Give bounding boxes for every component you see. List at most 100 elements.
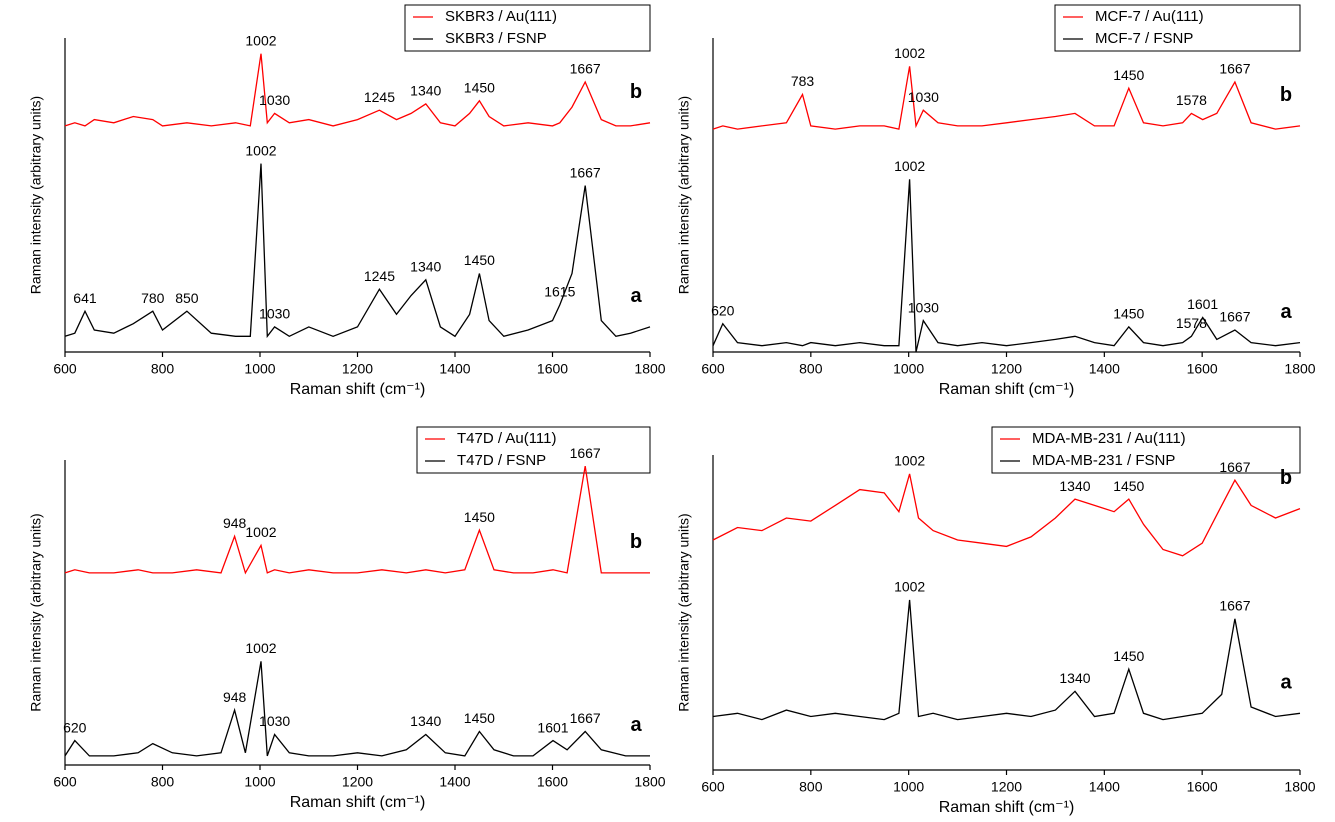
x-tick-label: 1000 (244, 774, 275, 790)
spectrum-line (64, 53, 651, 127)
legend-box (404, 4, 651, 52)
peak-label: 1002 (245, 524, 276, 540)
legend-label: SKBR3 / FSNP (445, 30, 547, 47)
x-tick-label: 600 (53, 361, 77, 377)
spectrum-line (712, 473, 1301, 557)
series-tag: b (1280, 467, 1292, 489)
legend-box (991, 426, 1301, 474)
peak-label: 1030 (908, 89, 939, 105)
x-tick-label: 1200 (991, 361, 1022, 377)
peak-label: 1030 (259, 92, 290, 108)
peak-label: 783 (791, 73, 815, 89)
peak-label: 1002 (245, 142, 276, 158)
y-axis-title: Raman intensity (arbitrary units) (676, 96, 692, 294)
peak-label: 1030 (259, 306, 290, 322)
peak-label: 620 (711, 302, 735, 318)
peak-label: 1667 (1219, 598, 1250, 614)
x-tick-label: 1600 (1187, 779, 1218, 795)
legend-label: MCF-7 / Au(111) (1095, 8, 1204, 25)
y-axis-title: Raman intensity (arbitrary units) (28, 513, 44, 711)
x-tick-label: 800 (799, 361, 823, 377)
x-tick-label: 600 (701, 361, 725, 377)
x-tick-label: 800 (151, 774, 175, 790)
x-axis-title: Raman shift (cm⁻¹) (290, 794, 426, 811)
peak-label: 780 (141, 290, 165, 306)
series-tag: a (1280, 301, 1292, 323)
peak-label: 1450 (464, 252, 495, 268)
x-tick-label: 1200 (342, 774, 373, 790)
series-tag: a (1280, 672, 1292, 694)
peak-label: 1667 (1219, 459, 1250, 475)
peak-label: 620 (63, 719, 87, 735)
spectrum-line (712, 66, 1301, 130)
peak-label: 1002 (245, 32, 276, 48)
spectrum-line (712, 179, 1301, 353)
peak-label: 1340 (410, 713, 441, 729)
peak-label: 1615 (544, 284, 575, 300)
x-tick-label: 1000 (893, 361, 924, 377)
peak-label: 1030 (259, 713, 290, 729)
x-tick-label: 1600 (1187, 361, 1218, 377)
x-tick-label: 600 (53, 774, 77, 790)
peak-label: 641 (73, 290, 97, 306)
legend-label: MCF-7 / FSNP (1095, 30, 1193, 47)
x-tick-label: 1000 (893, 779, 924, 795)
series-tag: b (630, 531, 642, 553)
x-tick-label: 1400 (1089, 361, 1120, 377)
peak-label: 948 (223, 515, 247, 531)
y-axis-title: Raman intensity (arbitrary units) (28, 96, 44, 294)
peak-label: 1245 (364, 89, 395, 105)
x-tick-label: 1600 (537, 361, 568, 377)
x-tick-label: 1800 (1284, 779, 1315, 795)
peak-label: 1578 (1176, 315, 1207, 331)
x-tick-label: 1200 (342, 361, 373, 377)
x-tick-label: 1800 (634, 361, 665, 377)
peak-label: 1450 (1113, 648, 1144, 664)
peak-label: 1002 (245, 640, 276, 656)
peak-label: 1578 (1176, 92, 1207, 108)
legend-box (1054, 4, 1301, 52)
x-tick-label: 1200 (991, 779, 1022, 795)
x-tick-label: 1400 (439, 361, 470, 377)
x-tick-label: 1000 (244, 361, 275, 377)
x-tick-label: 1400 (439, 774, 470, 790)
peak-label: 1002 (894, 453, 925, 469)
x-tick-label: 1400 (1089, 779, 1120, 795)
peak-label: 1667 (1219, 61, 1250, 77)
x-tick-label: 800 (151, 361, 175, 377)
legend-label: T47D / Au(111) (457, 430, 557, 447)
series-tag: a (630, 285, 642, 307)
peak-label: 1340 (410, 258, 441, 274)
peak-label: 1667 (570, 710, 601, 726)
peak-label: 1340 (1059, 670, 1090, 686)
peak-label: 1667 (570, 445, 601, 461)
x-tick-label: 1800 (634, 774, 665, 790)
peak-label: 1667 (570, 61, 601, 77)
legend-box (416, 426, 651, 474)
peak-label: 1450 (464, 509, 495, 525)
peak-label: 1245 (364, 268, 395, 284)
x-axis-title: Raman shift (cm⁻¹) (939, 799, 1075, 816)
peak-label: 1002 (894, 579, 925, 595)
spectrum-line (64, 661, 650, 757)
peak-label: 1002 (894, 45, 925, 61)
legend-label: SKBR3 / Au(111) (445, 8, 557, 25)
x-axis-title: Raman shift (cm⁻¹) (939, 381, 1075, 398)
peak-label: 1450 (1113, 306, 1144, 322)
peak-label: 1601 (1187, 296, 1218, 312)
peak-label: 948 (223, 689, 247, 705)
x-tick-label: 800 (799, 779, 823, 795)
spectrum-line (712, 599, 1301, 721)
peak-label: 1450 (1113, 478, 1144, 494)
x-tick-label: 600 (701, 779, 725, 795)
spectrum-line (64, 163, 651, 339)
peak-label: 850 (175, 290, 199, 306)
x-axis-title: Raman shift (cm⁻¹) (290, 381, 426, 398)
peak-label: 1340 (1059, 478, 1090, 494)
peak-label: 1601 (537, 719, 568, 735)
series-tag: a (630, 714, 642, 736)
legend-label: MDA-MB-231 / FSNP (1032, 452, 1175, 469)
peak-label: 1667 (570, 164, 601, 180)
peak-label: 1340 (410, 83, 441, 99)
